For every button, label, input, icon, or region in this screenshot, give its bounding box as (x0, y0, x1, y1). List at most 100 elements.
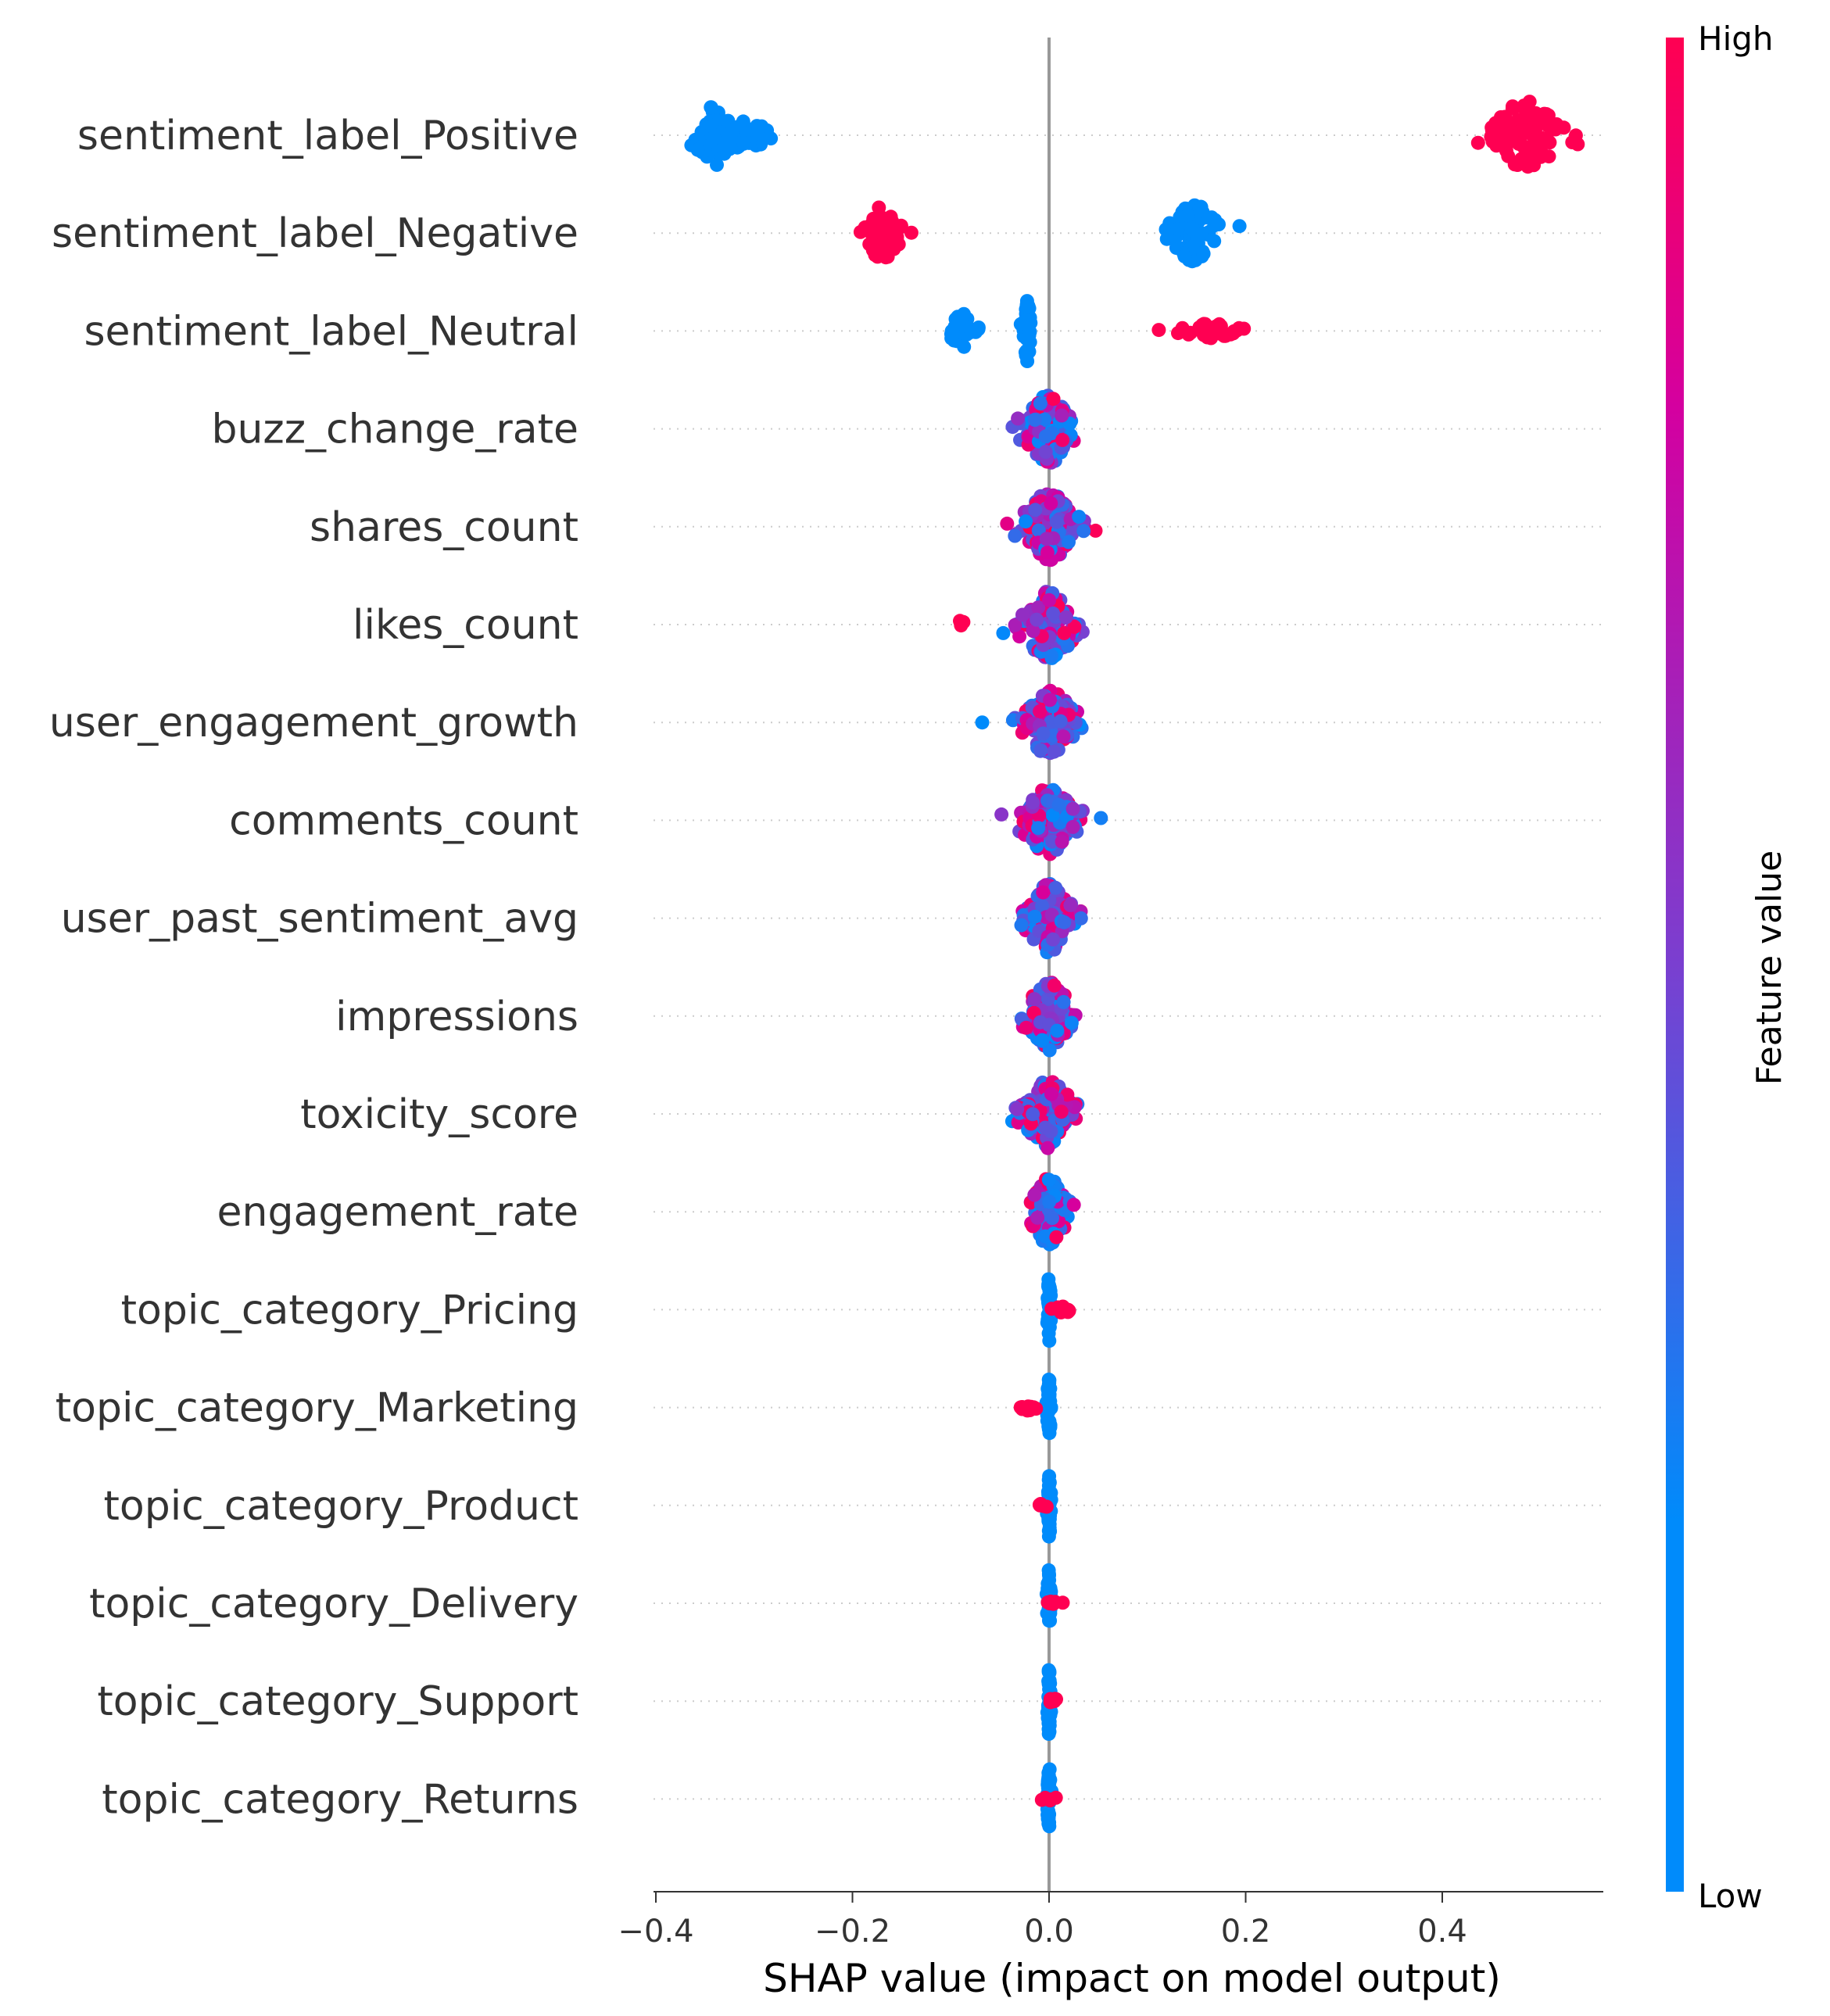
feature-label: sentiment_label_Neutral (84, 308, 578, 355)
shap-point (1041, 1563, 1056, 1577)
shap-point (1036, 726, 1051, 741)
shap-point (1041, 1776, 1056, 1791)
shap-point (1042, 1194, 1057, 1209)
shap-point (1065, 819, 1080, 834)
shap-point (1043, 693, 1058, 707)
shap-point (1053, 714, 1068, 729)
shap-point (1063, 898, 1078, 912)
feature-label: topic_category_Delivery (89, 1581, 578, 1627)
shap-point (1055, 408, 1069, 423)
feature-label: buzz_change_rate (211, 406, 578, 453)
shap-point (1047, 744, 1062, 759)
feature-label: user_past_sentiment_avg (61, 896, 578, 943)
colorbar-high-label: High (1698, 20, 1774, 58)
shap-point (1527, 132, 1542, 147)
x-tick-label: −0.4 (618, 1914, 693, 1950)
shap-point (1037, 1499, 1051, 1513)
shap-point (1055, 1595, 1070, 1610)
shap-point (1062, 535, 1076, 550)
shap-point (1051, 797, 1066, 812)
shap-point (1022, 324, 1037, 339)
shap-point (1198, 328, 1213, 343)
shap-point (1175, 320, 1190, 335)
x-tick-label: 0.4 (1417, 1914, 1467, 1950)
feature-labels: sentiment_label_Positive sentiment_label_… (49, 113, 578, 1823)
feature-label: shares_count (310, 504, 578, 551)
shap-point (1055, 1302, 1069, 1316)
shap-point (1019, 1402, 1034, 1417)
shap-point (1030, 1210, 1045, 1225)
shap-point (1042, 1415, 1056, 1430)
shap-point (1008, 528, 1022, 543)
shap-point (1044, 649, 1058, 663)
shap-point (1041, 1326, 1056, 1341)
shap-point (1528, 106, 1543, 120)
shap-point (1027, 992, 1042, 1007)
shap-point (725, 124, 740, 138)
shap-point (904, 225, 919, 240)
shap-point (750, 127, 765, 141)
shap-point (1194, 199, 1209, 214)
shap-point (1184, 220, 1198, 235)
shap-point (1044, 496, 1058, 510)
shap-point (1022, 335, 1037, 349)
feature-label: engagement_rate (217, 1189, 578, 1236)
feature-label: topic_category_Support (97, 1678, 578, 1725)
shap-point (1209, 324, 1224, 338)
shap-point (1058, 610, 1073, 625)
feature-label: topic_category_Product (104, 1483, 579, 1530)
feature-label: user_engagement_growth (49, 700, 578, 747)
shap-point (1046, 606, 1061, 621)
shap-point (1499, 131, 1514, 145)
shap-points (684, 95, 1585, 1834)
shap-point (1044, 1313, 1058, 1328)
shap-point (1047, 978, 1062, 993)
feature-label: sentiment_label_Negative (52, 210, 578, 257)
row-gridlines (654, 134, 1603, 1800)
shap-point (1028, 503, 1043, 517)
shap-point (1056, 729, 1071, 744)
shap-point (1041, 1277, 1056, 1292)
shap-point (1484, 124, 1499, 138)
shap-point (1041, 1473, 1056, 1488)
shap-point (1042, 593, 1057, 607)
shap-point (1042, 1373, 1057, 1388)
shap-point (1035, 899, 1050, 914)
shap-point (1050, 1023, 1065, 1038)
shap-point (1506, 99, 1520, 114)
shap-point (1048, 880, 1063, 895)
shap-point (1040, 1401, 1055, 1416)
shap-point (704, 100, 718, 115)
shap-point (1014, 918, 1029, 933)
x-tick-label: 0.0 (1024, 1914, 1074, 1950)
shap-point (953, 614, 967, 628)
shap-point (1056, 994, 1071, 1009)
shap-point (1043, 1695, 1058, 1710)
shap-point (1026, 1107, 1040, 1122)
shap-point (1027, 909, 1042, 924)
shap-point (1046, 932, 1060, 947)
shap-point (1041, 1173, 1056, 1187)
shap-point (1057, 915, 1072, 929)
shap-point (1568, 128, 1583, 143)
shap-point (1041, 1727, 1056, 1741)
shap-point (1015, 607, 1030, 622)
shap-point (1207, 218, 1222, 233)
shap-point (1072, 510, 1087, 525)
shap-point (975, 715, 990, 730)
shap-point (1054, 1105, 1069, 1119)
shap-point (1495, 120, 1510, 134)
shap-point (944, 331, 959, 346)
x-tick-label: −0.2 (815, 1914, 890, 1950)
shap-point (1195, 317, 1210, 332)
colorbar-gradient (1666, 38, 1684, 1892)
feature-label: topic_category_Marketing (56, 1385, 578, 1432)
shap-point (1044, 1087, 1058, 1101)
shap-point (1042, 1426, 1057, 1441)
x-axis: −0.4 −0.2 0.0 0.2 0.4 (618, 1891, 1603, 1950)
shap-point (1042, 1664, 1057, 1679)
shap-point (1045, 807, 1060, 822)
shap-point (1066, 1198, 1081, 1212)
feature-label: toxicity_score (300, 1091, 578, 1138)
shap-point (1065, 801, 1080, 816)
